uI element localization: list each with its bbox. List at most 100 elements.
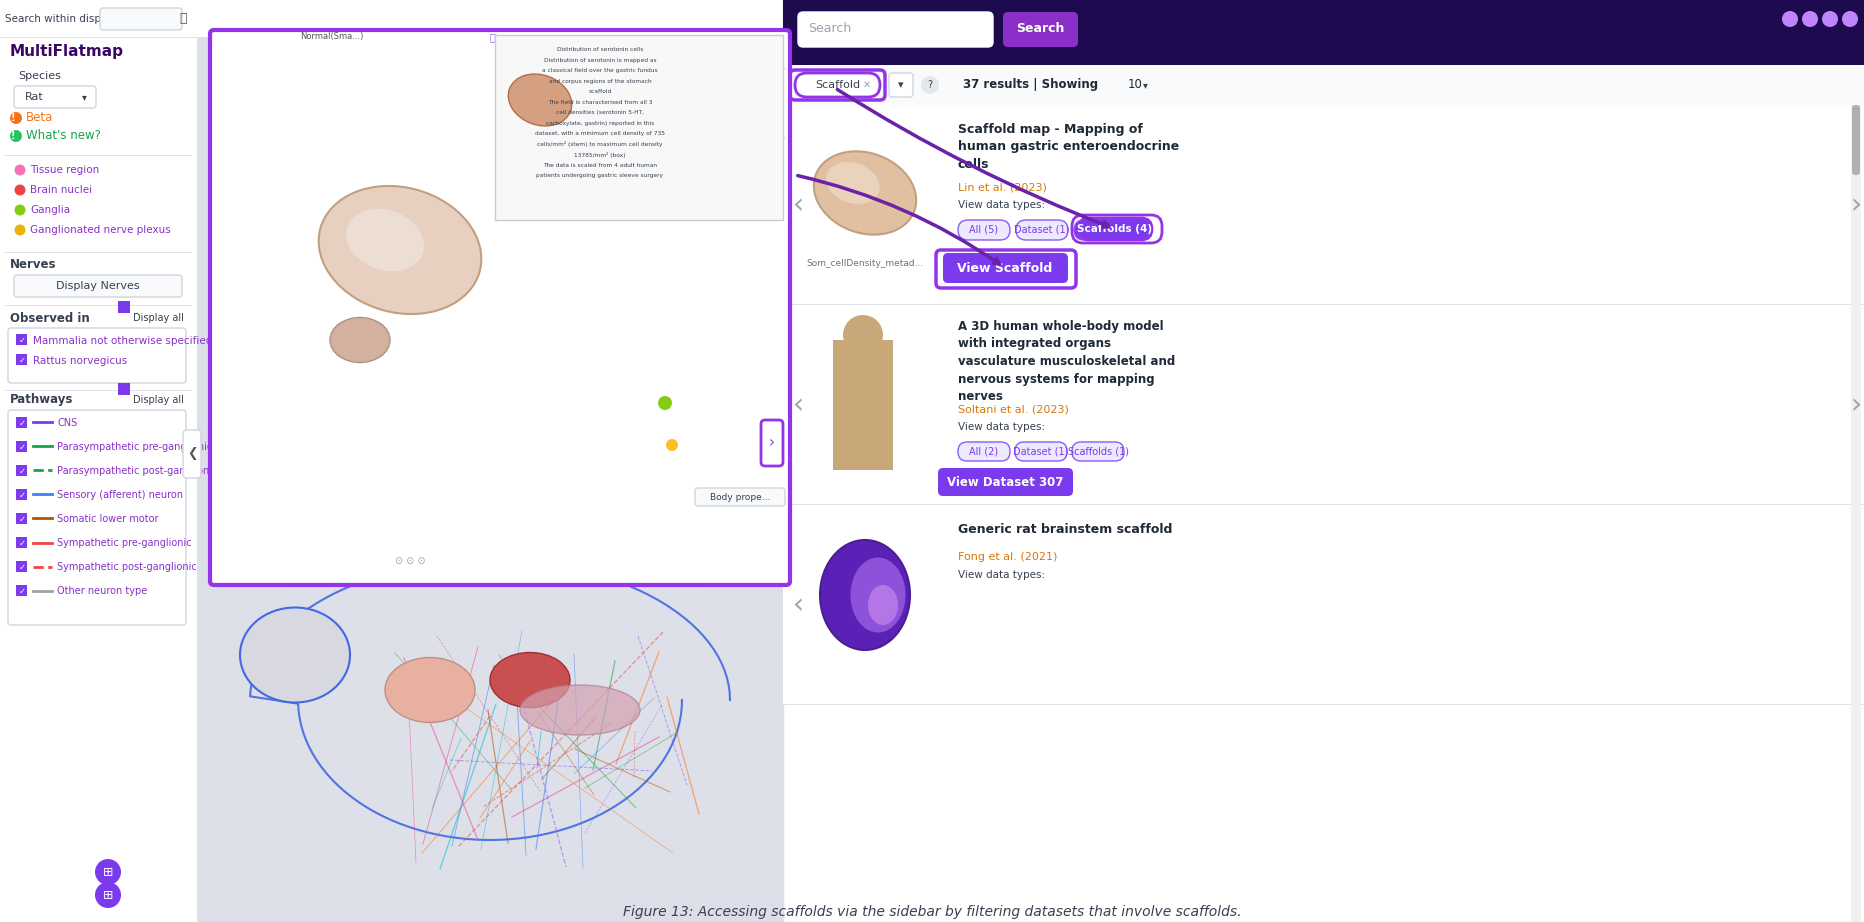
Text: patients undergoing gastric sleeve surgery: patients undergoing gastric sleeve surge…: [537, 173, 664, 179]
FancyBboxPatch shape: [958, 442, 1010, 461]
Bar: [783, 304, 1864, 305]
FancyBboxPatch shape: [7, 328, 186, 383]
Text: The field is characterised from all 3: The field is characterised from all 3: [548, 100, 652, 105]
Text: ▾: ▾: [898, 80, 904, 90]
Text: ⓘ: ⓘ: [490, 32, 496, 42]
Bar: [17, 489, 26, 500]
Bar: [494, 35, 783, 220]
Bar: [783, 0, 1864, 922]
Ellipse shape: [509, 74, 572, 126]
Text: Figure 13: Accessing scaffolds via the sidebar by filtering datasets that involv: Figure 13: Accessing scaffolds via the s…: [623, 905, 1241, 919]
Text: All (2): All (2): [969, 446, 997, 456]
Text: Sympathetic post-ganglionic: Sympathetic post-ganglionic: [58, 562, 196, 573]
Text: View Scaffold: View Scaffold: [956, 262, 1051, 275]
Bar: [198, 38, 783, 922]
Text: ✓: ✓: [19, 515, 26, 524]
Text: Distribution of serotonin cells: Distribution of serotonin cells: [557, 48, 643, 53]
Bar: [6, 252, 192, 253]
Text: MultiFlatmap: MultiFlatmap: [9, 44, 123, 60]
Text: ✓: ✓: [19, 563, 26, 572]
Text: Scaffolds (4): Scaffolds (4): [1077, 224, 1152, 234]
Text: Dataset (1): Dataset (1): [1014, 225, 1070, 235]
Bar: [783, 305, 1864, 505]
Text: A 3D human whole-body model
with integrated organs
vasculature musculoskeletal a: A 3D human whole-body model with integra…: [958, 320, 1174, 403]
Text: Soltani et al. (2023): Soltani et al. (2023): [958, 405, 1068, 415]
Circle shape: [772, 142, 777, 148]
FancyBboxPatch shape: [1003, 12, 1077, 47]
Bar: [17, 561, 26, 572]
Text: Pathways: Pathways: [9, 394, 73, 407]
Text: ⊞: ⊞: [103, 889, 114, 902]
Text: ›: ›: [768, 435, 775, 451]
Text: Scaffold: Scaffold: [815, 80, 859, 90]
Text: The data is scaled from 4 adult human: The data is scaled from 4 adult human: [542, 163, 656, 168]
Circle shape: [757, 91, 764, 97]
Text: Mammalia not otherwise specified: Mammalia not otherwise specified: [34, 336, 212, 346]
FancyBboxPatch shape: [15, 86, 95, 108]
Text: Search: Search: [807, 22, 850, 36]
Text: Scaffold map - Mapping of
human gastric enteroendocrine
cells: Scaffold map - Mapping of human gastric …: [958, 123, 1178, 171]
Bar: [783, 704, 1864, 705]
Circle shape: [15, 184, 26, 195]
Text: cells/mm² (stem) to maximum cell density: cells/mm² (stem) to maximum cell density: [537, 141, 662, 148]
Text: Fong et al. (2021): Fong et al. (2021): [958, 552, 1057, 562]
Text: Parasympathetic pre-ganglionic: Parasympathetic pre-ganglionic: [58, 443, 212, 453]
Text: and corpus regions of the stomach: and corpus regions of the stomach: [548, 79, 651, 84]
Text: ✓: ✓: [19, 356, 26, 365]
Text: 🔍: 🔍: [179, 13, 186, 26]
Text: ‹: ‹: [792, 391, 803, 419]
Text: !: !: [11, 113, 15, 123]
Text: ⊞: ⊞: [103, 866, 114, 879]
Circle shape: [15, 164, 26, 175]
Circle shape: [753, 145, 761, 151]
Text: Generic rat brainstem scaffold: Generic rat brainstem scaffold: [958, 523, 1172, 536]
Bar: [783, 65, 1864, 105]
Circle shape: [695, 128, 701, 134]
Bar: [17, 354, 26, 365]
Text: scaffold: scaffold: [587, 89, 611, 94]
FancyBboxPatch shape: [943, 253, 1068, 283]
Text: Lin et al. (2023): Lin et al. (2023): [958, 182, 1046, 192]
Text: ✓: ✓: [19, 419, 26, 428]
Bar: [198, 38, 783, 922]
Circle shape: [1821, 11, 1838, 27]
FancyBboxPatch shape: [211, 30, 790, 585]
FancyBboxPatch shape: [101, 8, 183, 30]
Text: dataset, with a minimum cell density of 735: dataset, with a minimum cell density of …: [535, 132, 665, 136]
Ellipse shape: [347, 208, 423, 271]
Bar: [117, 383, 130, 395]
Text: carboxylate, gastrin) reported in this: carboxylate, gastrin) reported in this: [546, 121, 654, 126]
Text: All (5): All (5): [969, 225, 997, 235]
Text: Observed in: Observed in: [9, 312, 89, 325]
Text: Normal(Sma...): Normal(Sma...): [300, 32, 363, 41]
Ellipse shape: [240, 608, 350, 703]
Text: ▾: ▾: [82, 92, 88, 102]
Text: Scaffolds (1): Scaffolds (1): [1066, 446, 1128, 456]
FancyBboxPatch shape: [1074, 220, 1141, 240]
Text: Sensory (afferent) neuron: Sensory (afferent) neuron: [58, 491, 183, 501]
FancyBboxPatch shape: [695, 488, 785, 506]
Text: Brain nuclei: Brain nuclei: [30, 185, 91, 195]
Bar: [17, 334, 26, 345]
Ellipse shape: [330, 317, 390, 362]
Text: Som_cellDensity_metad...: Som_cellDensity_metad...: [805, 258, 923, 267]
Text: View data types:: View data types:: [958, 422, 1044, 432]
Text: CNS: CNS: [58, 419, 76, 429]
Text: 37 results | Showing: 37 results | Showing: [962, 78, 1098, 91]
Bar: [783, 504, 1864, 505]
Bar: [783, 505, 1864, 705]
Bar: [0, 37, 1864, 38]
Text: Beta: Beta: [26, 112, 54, 124]
FancyBboxPatch shape: [7, 410, 186, 625]
FancyBboxPatch shape: [889, 73, 913, 97]
Bar: [833, 340, 893, 470]
Text: ✓: ✓: [19, 587, 26, 596]
Text: ✓: ✓: [19, 336, 26, 345]
Text: ✓: ✓: [119, 314, 127, 324]
Text: Somatic lower motor: Somatic lower motor: [58, 514, 158, 525]
Bar: [6, 305, 192, 306]
Bar: [117, 301, 130, 313]
Circle shape: [1801, 11, 1817, 27]
Circle shape: [921, 76, 938, 94]
Circle shape: [725, 75, 731, 81]
